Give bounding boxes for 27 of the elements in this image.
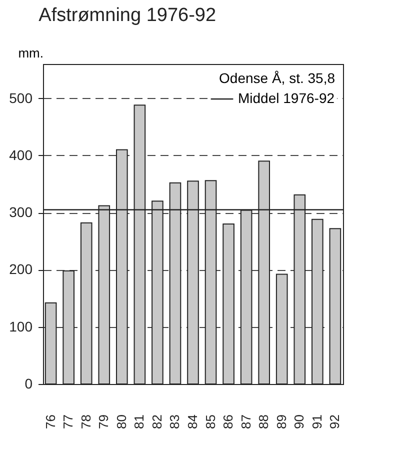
x-tick-label: 81	[132, 414, 147, 429]
x-tick-label: 76	[42, 414, 58, 429]
x-tick-label: 92	[327, 414, 342, 429]
x-tick-label: 82	[149, 414, 164, 429]
x-tick-label: 87	[238, 414, 254, 429]
chart-title: Afstrømning 1976-92	[38, 5, 216, 26]
x-tick-label: 86	[220, 414, 236, 429]
y-tick-label: 500	[9, 90, 33, 106]
y-tick-label: 100	[9, 318, 33, 334]
x-tick-label: 80	[114, 414, 129, 429]
y-tick-label: 300	[9, 204, 33, 220]
x-tick-label: 79	[96, 414, 112, 429]
x-tick-label: 89	[274, 414, 289, 429]
x-tick-label: 88	[256, 414, 272, 429]
legend-label: Middel 1976-92	[238, 90, 335, 106]
x-tick-label: 84	[185, 414, 200, 429]
x-tick-label: 77	[60, 414, 76, 429]
y-tick-label: 0	[24, 376, 33, 392]
x-tick-label: 90	[292, 414, 307, 429]
x-tick-label: 78	[78, 414, 94, 429]
y-axis-title: mm.	[18, 46, 44, 60]
x-tick-label: 83	[167, 414, 182, 429]
legend-title: Odense Å, st. 35,8	[219, 70, 336, 86]
y-tick-label: 200	[9, 261, 33, 278]
x-tick-label: 85	[202, 414, 218, 429]
y-tick-label: 400	[9, 146, 33, 163]
x-tick-label: 91	[309, 414, 324, 429]
